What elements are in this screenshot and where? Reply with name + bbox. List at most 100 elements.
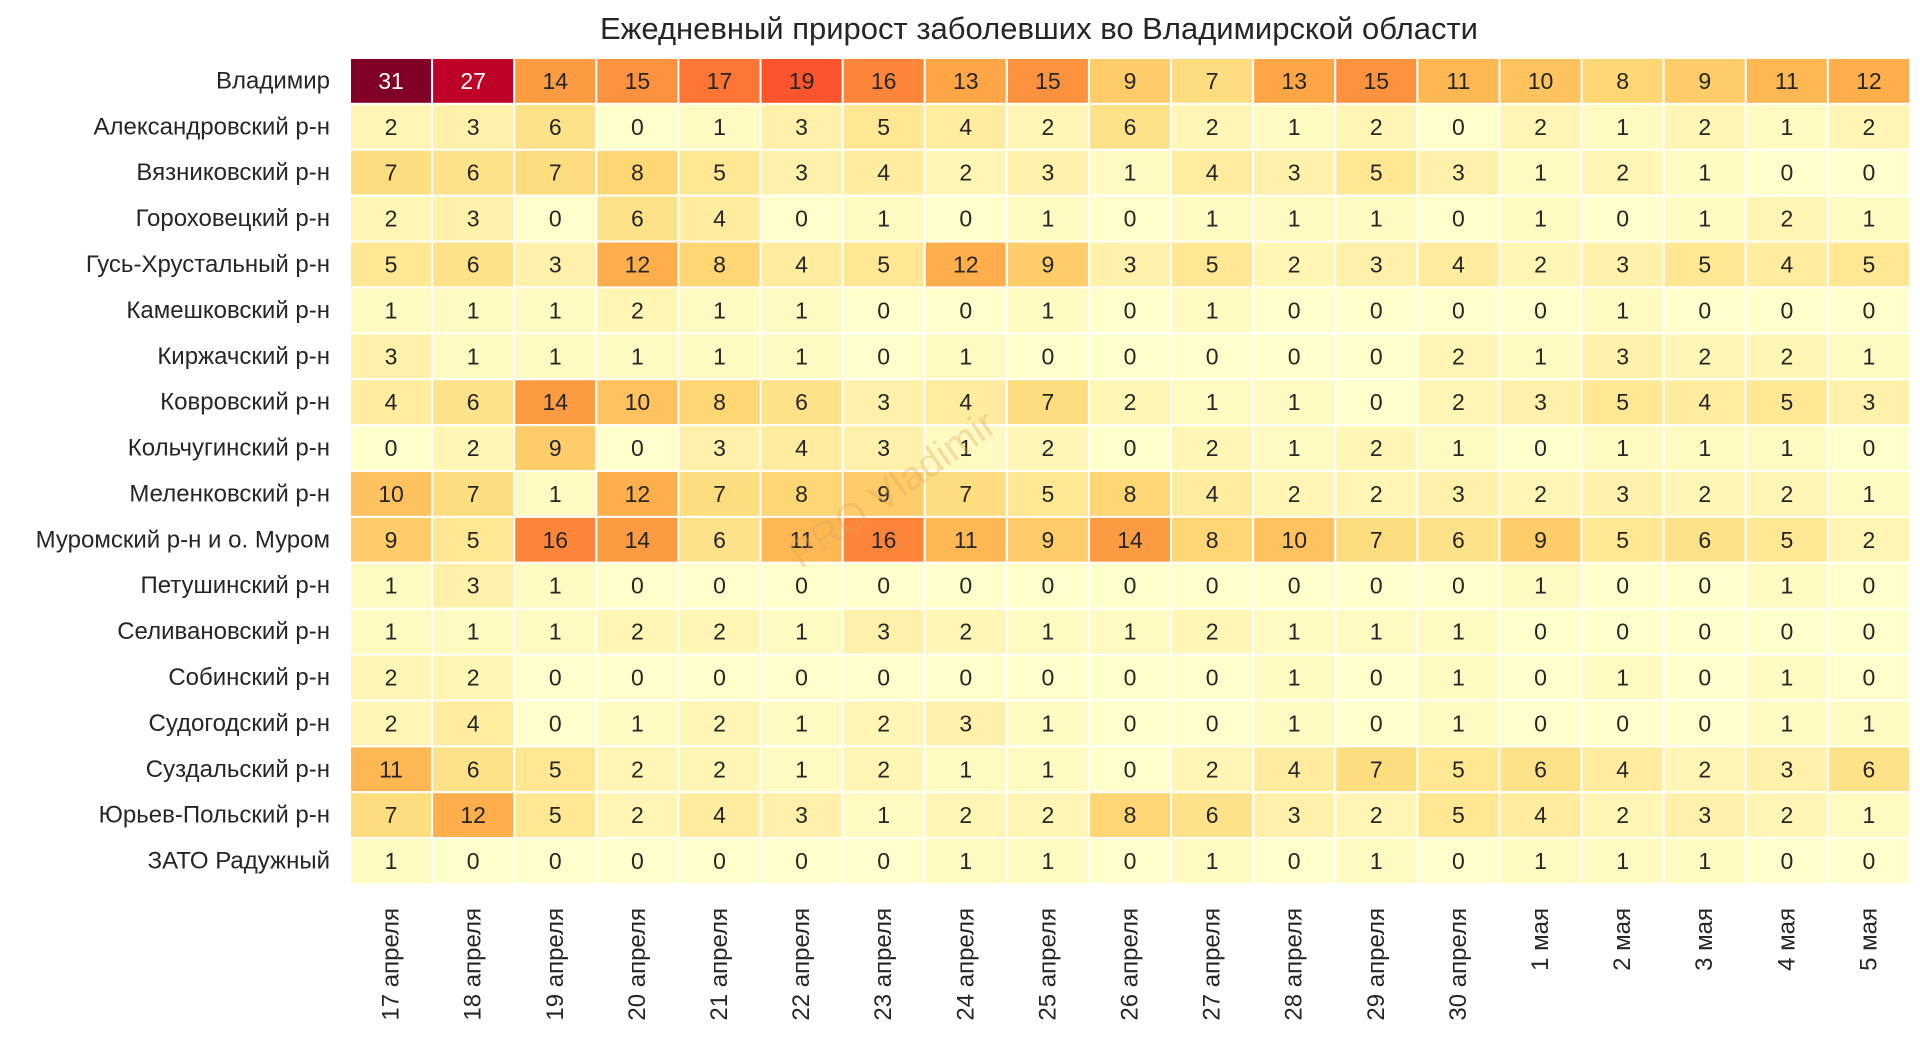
column-label: 28 апреля <box>1281 908 1308 1021</box>
heatmap-cell <box>1334 699 1419 748</box>
column-label: 17 апреля <box>378 908 405 1021</box>
cell-value-label: 3 <box>795 802 808 828</box>
cell-value-label: 0 <box>549 710 562 736</box>
cell-value-label: 2 <box>1288 481 1301 507</box>
heatmap-cell <box>1252 791 1337 840</box>
heatmap-cell <box>1252 607 1337 656</box>
cell-value-label: 3 <box>1616 481 1629 507</box>
heatmap-cell <box>1005 470 1090 518</box>
cell-value-label: 2 <box>1041 114 1054 140</box>
heatmap-cell <box>1170 791 1255 840</box>
cell-value-label: 1 <box>467 297 480 323</box>
cell-value-label: 1 <box>1534 848 1547 874</box>
heatmap-cell <box>1662 194 1747 243</box>
cell-value-label: 1 <box>1698 160 1711 186</box>
heatmap-cell <box>513 515 598 564</box>
heatmap-cell <box>1005 286 1090 335</box>
cell-value-label: 0 <box>713 665 726 691</box>
cell-value-label: 4 <box>1206 160 1219 186</box>
heatmap-cell <box>1087 102 1173 151</box>
cell-value-label: 4 <box>713 802 726 828</box>
cell-value-label: 2 <box>1124 389 1137 415</box>
heatmap-cell <box>595 837 680 885</box>
heatmap-cell <box>1087 57 1173 105</box>
heatmap-cell <box>1252 561 1337 610</box>
cell-value-label: 1 <box>1616 114 1629 140</box>
heatmap-cell <box>1005 791 1090 840</box>
cell-value-label: 2 <box>1863 114 1876 140</box>
heatmap-cell <box>1744 745 1829 794</box>
heatmap-cell <box>1498 148 1583 197</box>
cell-value-label: 14 <box>625 527 651 553</box>
row-label: Селивановский р-н <box>117 618 330 645</box>
heatmap-cell <box>1005 332 1090 381</box>
cell-value-label: 1 <box>1370 848 1383 874</box>
cell-value-label: 1 <box>385 297 398 323</box>
heatmap-cell <box>1826 57 1912 105</box>
heatmap-cell <box>1662 332 1747 381</box>
cell-value-label: 2 <box>1370 802 1383 828</box>
cell-value-label: 1 <box>549 297 562 323</box>
cell-value-label: 5 <box>1452 802 1465 828</box>
row-label: Петушинский р-н <box>140 572 330 599</box>
cell-value-label: 5 <box>1616 389 1629 415</box>
heatmap-cell <box>1334 515 1419 564</box>
cell-value-label: 0 <box>549 848 562 874</box>
cell-value-label: 1 <box>1124 160 1137 186</box>
cell-value-label: 2 <box>713 619 726 645</box>
cell-value-label: 3 <box>877 619 890 645</box>
cell-value-label: 0 <box>1698 297 1711 323</box>
heatmap-cell <box>677 791 762 840</box>
cell-value-label: 0 <box>1041 665 1054 691</box>
heatmap-cell <box>513 791 598 840</box>
heatmap-cell <box>595 515 680 564</box>
heatmap-cell <box>1826 332 1912 381</box>
cell-value-label: 3 <box>1534 389 1547 415</box>
cell-value-label: 9 <box>1124 68 1137 94</box>
cell-value-label: 2 <box>1041 802 1054 828</box>
heatmap-cell <box>677 240 762 289</box>
cell-value-label: 1 <box>795 343 808 369</box>
cell-value-label: 0 <box>959 573 972 599</box>
cell-value-label: 1 <box>713 297 726 323</box>
cell-value-label: 5 <box>1206 252 1219 278</box>
cell-value-label: 2 <box>1370 114 1383 140</box>
cell-value-label: 1 <box>1534 206 1547 232</box>
cell-value-label: 1 <box>1288 665 1301 691</box>
cell-value-label: 0 <box>1452 114 1465 140</box>
cell-value-label: 1 <box>877 802 890 828</box>
heatmap-cell <box>431 745 516 794</box>
heatmap-cell <box>759 515 844 564</box>
heatmap-cell <box>1170 745 1255 794</box>
cell-value-label: 8 <box>1616 68 1629 94</box>
cell-value-label: 1 <box>549 481 562 507</box>
heatmap-cell <box>1498 194 1583 243</box>
heatmap-cell <box>1662 470 1747 518</box>
cell-value-label: 3 <box>795 160 808 186</box>
cell-value-label: 2 <box>1206 114 1219 140</box>
heatmap-cell <box>1662 148 1747 197</box>
cell-value-label: 0 <box>877 573 890 599</box>
cell-value-label: 1 <box>1124 619 1137 645</box>
heatmap-cell <box>1170 240 1255 289</box>
heatmap-cell <box>1252 57 1337 105</box>
cell-value-label: 0 <box>1698 665 1711 691</box>
column-label: 29 апреля <box>1363 908 1390 1021</box>
cell-value-label: 0 <box>713 848 726 874</box>
cell-value-label: 1 <box>1863 343 1876 369</box>
cell-value-label: 6 <box>1534 756 1547 782</box>
cell-value-label: 3 <box>467 206 480 232</box>
cell-value-label: 9 <box>1698 68 1711 94</box>
cell-value-label: 2 <box>713 756 726 782</box>
row-label: Вязниковский р-н <box>136 159 330 186</box>
cell-value-label: 3 <box>1616 343 1629 369</box>
heatmap-cell <box>1087 837 1173 885</box>
heatmap-cell <box>1334 240 1419 289</box>
cell-value-label: 1 <box>1041 756 1054 782</box>
heatmap-cell <box>513 699 598 748</box>
cell-value-label: 2 <box>877 756 890 782</box>
heatmap-cell <box>677 424 762 473</box>
cell-value-label: 0 <box>795 665 808 691</box>
cell-value-label: 0 <box>877 665 890 691</box>
heatmap-cell <box>1252 332 1337 381</box>
